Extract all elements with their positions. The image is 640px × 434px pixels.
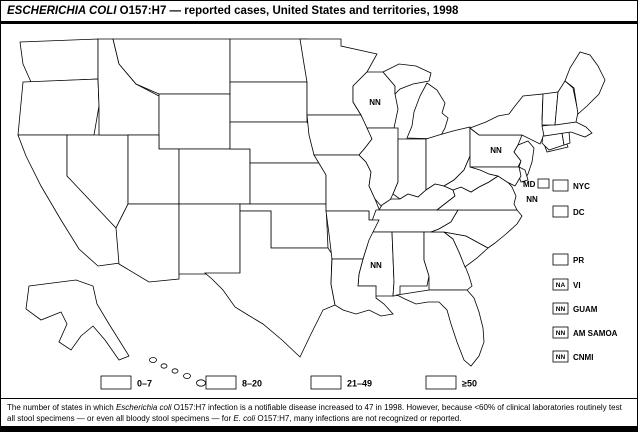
guam-swatch-text: NN [556, 306, 566, 313]
state-sd [229, 81, 308, 123]
footnote-part: O157:H7 infection is a notifiable diseas… [7, 403, 622, 423]
state-co [178, 148, 251, 205]
side-legend: NYC DC PR NA VI NN GUAM NN AM SAMOA NN C… [552, 179, 618, 363]
legend-swatch-0-7 [100, 375, 132, 390]
dc-label: DC [573, 208, 585, 217]
footnote-part-italic: Escherichia coli [115, 403, 172, 413]
state-in [392, 138, 427, 200]
nyc-label: NYC [573, 182, 590, 191]
guam-swatch [552, 302, 569, 315]
state-nd [229, 38, 308, 83]
state-hi-island [196, 379, 206, 387]
pa-nn-label: NN [490, 146, 502, 155]
md-callout-swatch [537, 178, 550, 189]
footnote-part: O157:H7, many infections are not recogni… [255, 413, 462, 423]
dc-swatch [552, 205, 569, 218]
state-nm [178, 203, 241, 275]
md-callout-label: MD [523, 180, 536, 189]
map-panel: NN NN NN MD NN NYC DC PR NA VI NN GUAM [1, 24, 637, 400]
footnote-part-italic: E. coli [233, 413, 256, 423]
am-samoa-swatch [552, 326, 569, 339]
cnmi-swatch-text: NN [556, 354, 566, 361]
vi-label: VI [573, 281, 581, 290]
guam-label: GUAM [573, 305, 598, 314]
state-ks [249, 162, 327, 205]
state-me [564, 51, 606, 115]
legend-swatch-50plus [425, 375, 457, 390]
state-mi-lower [406, 82, 449, 140]
md-callout-nn-label: NN [526, 195, 538, 204]
state-hi-island [160, 363, 168, 369]
cnmi-swatch [552, 350, 569, 363]
state-hi-island [183, 373, 191, 379]
legend-label-21-49: 21–49 [347, 379, 372, 389]
state-wa [19, 38, 99, 83]
legend-swatch-21-49 [310, 375, 342, 390]
state-nc [430, 209, 523, 249]
am-samoa-swatch-text: NN [556, 330, 566, 337]
state-mi-upper [382, 63, 432, 95]
state-wy [158, 93, 231, 150]
legend-swatch-8-20 [205, 375, 237, 390]
wi-nn-label: NN [369, 98, 381, 107]
footnote: The number of states in which Escherichi… [1, 399, 637, 426]
vi-swatch [552, 278, 569, 291]
legend-label-0-7: 0–7 [137, 379, 152, 389]
state-al [391, 231, 430, 297]
state-or [17, 78, 100, 136]
state-hi-island [171, 368, 179, 374]
am-samoa-label: AM SAMOA [573, 329, 618, 338]
state-az [115, 203, 180, 283]
cnmi-label: CNMI [573, 353, 593, 362]
nyc-swatch [552, 179, 569, 192]
legend-label-8-20: 8–20 [242, 379, 262, 389]
state-ia [306, 114, 373, 156]
pr-swatch [552, 253, 569, 266]
state-ak [25, 279, 130, 361]
footnote-part: The number of states in which [7, 403, 116, 413]
state-md [469, 166, 522, 187]
state-ma [541, 121, 593, 138]
ms-nn-label: NN [370, 261, 382, 270]
state-fl [395, 289, 485, 367]
page-title: ESCHERICHIA COLI O157:H7 — reported case… [1, 1, 637, 24]
legend-label-50plus: ≥50 [462, 379, 477, 389]
state-tx [203, 210, 336, 358]
title-rest: O157:H7 — reported cases, United States … [116, 5, 459, 17]
state-la [330, 258, 394, 317]
category-legend: 0–7 8–20 21–49 ≥50 [100, 375, 477, 390]
us-choropleth-map: NN NN NN MD NN NYC DC PR NA VI NN GUAM [17, 38, 618, 390]
state-ar [325, 210, 380, 260]
vi-swatch-text: NA [556, 282, 566, 289]
pr-label: PR [573, 256, 584, 265]
state-hi-island [149, 357, 157, 363]
title-genus: ESCHERICHIA COLI [7, 5, 117, 17]
bottom-rule [1, 426, 637, 431]
